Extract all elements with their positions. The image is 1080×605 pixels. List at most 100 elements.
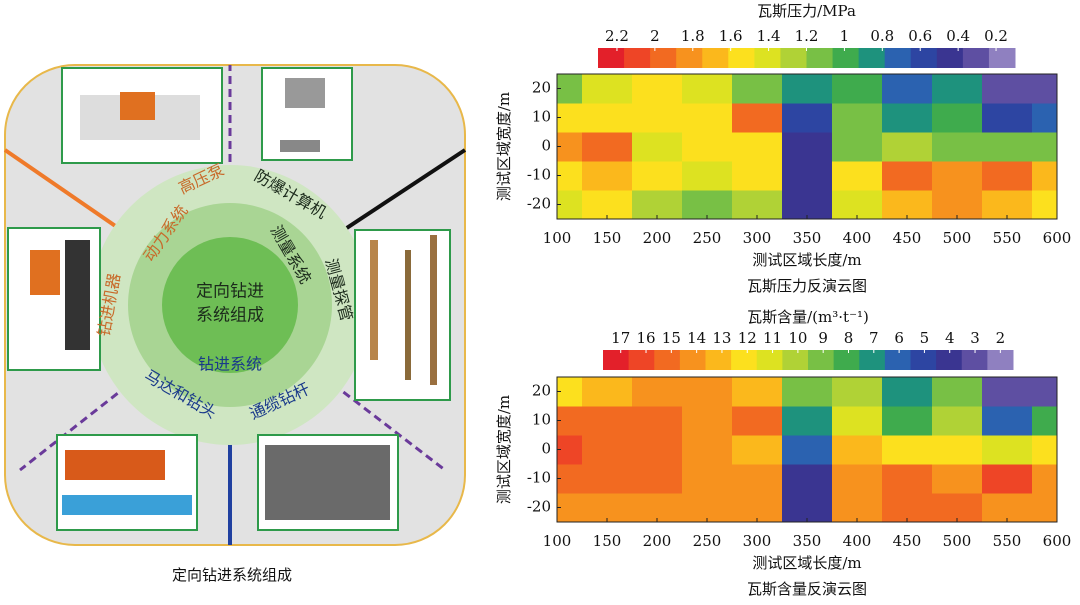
contour-cell	[932, 406, 983, 436]
x-tick-label: 250	[693, 532, 722, 550]
colorbar-swatch	[859, 350, 886, 370]
colorbar-swatch	[754, 48, 781, 68]
photo-probe	[405, 250, 411, 380]
contour-cell	[632, 406, 683, 436]
contour-cell	[682, 190, 733, 219]
diagram: 高压泵 动力系统 防爆计算机 测量系统 钻进系统 马达和钻头 通缆钻杆 测量探管…	[3, 64, 467, 584]
colorbar-tick-label: 0.8	[870, 27, 894, 45]
contour-cell	[557, 74, 583, 104]
y-axis-label: 测试区域宽度/m	[495, 395, 513, 504]
contour-cell	[932, 493, 983, 522]
colorbar-tick-label: 1.6	[719, 27, 743, 45]
contour-cell	[882, 132, 933, 162]
colorbar-swatch	[910, 48, 938, 68]
photo-drill-rig	[65, 240, 90, 350]
contour-cell	[782, 132, 833, 162]
colorbar-swatch	[858, 48, 886, 68]
photo-drill-pipe	[265, 445, 390, 520]
x-tick-label: 350	[793, 229, 822, 247]
heatmap	[557, 74, 1057, 219]
colorbar-swatch	[961, 350, 988, 370]
colorbar-tick-label: 17	[611, 329, 630, 347]
y-tick-label: 20	[532, 79, 551, 97]
contour-cell	[582, 464, 633, 494]
contour-cell	[582, 190, 633, 219]
contour-cell	[982, 377, 1033, 407]
contour-cell	[582, 406, 633, 436]
colorbar-tick-label: 1.8	[681, 27, 705, 45]
colorbar-tick-label: 7	[869, 329, 879, 347]
contour-cell	[1032, 103, 1057, 133]
colorbar-tick-label: 8	[844, 329, 854, 347]
contour-cell	[782, 435, 833, 465]
x-tick-label: 150	[593, 532, 622, 550]
colorbar-swatch	[780, 48, 807, 68]
contour-cell	[732, 74, 783, 104]
colorbar-swatch	[628, 350, 655, 370]
colorbar-tick-label: 2.2	[605, 27, 629, 45]
colorbar-tick-label: 3	[970, 329, 980, 347]
y-tick-label: -20	[527, 498, 551, 516]
contour-cell	[882, 377, 933, 407]
x-tick-label: 150	[593, 229, 622, 247]
colorbar-tick-label: 2	[650, 27, 660, 45]
contour-cell	[832, 406, 883, 436]
colorbar-tick-label: 6	[894, 329, 904, 347]
x-tick-label: 100	[543, 532, 572, 550]
contour-cell	[632, 161, 683, 191]
colorbar-tick-label: 10	[788, 329, 807, 347]
contour-cell	[782, 161, 833, 191]
contour-cell	[1032, 435, 1057, 465]
contour-cell	[882, 74, 933, 104]
contour-cell	[582, 74, 633, 104]
colorbar-tick-label: 14	[687, 329, 706, 347]
x-tick-label: 250	[693, 229, 722, 247]
y-tick-label: 10	[532, 108, 551, 126]
contour-cell	[1032, 406, 1057, 436]
contour-cell	[732, 132, 783, 162]
contour-cell	[557, 406, 583, 436]
colorbar-swatch	[654, 350, 681, 370]
x-tick-label: 550	[993, 229, 1022, 247]
colorbar-tick-label: 1.4	[757, 27, 781, 45]
contour-cell	[682, 435, 733, 465]
colorbar-title: 瓦斯含量/(m³·t⁻¹)	[747, 308, 869, 326]
contour-cell	[632, 464, 683, 494]
colorbar-tick-label: 1.2	[795, 27, 819, 45]
contour-cell	[932, 132, 983, 162]
colorbar-swatch	[650, 48, 677, 68]
contour-cell	[982, 493, 1033, 522]
contour-cell	[682, 464, 733, 494]
x-tick-label: 600	[1043, 532, 1072, 550]
contour-cell	[732, 493, 783, 522]
y-tick-label: -20	[527, 195, 551, 213]
contour-cell	[882, 103, 933, 133]
y-axis-label: 测试区域宽度/m	[495, 92, 513, 201]
colorbar-swatch	[832, 48, 860, 68]
contour-cell	[982, 406, 1033, 436]
photo-computer	[285, 78, 325, 108]
x-tick-label: 100	[543, 229, 572, 247]
colorbar-swatch	[808, 350, 835, 370]
contour-cell	[682, 161, 733, 191]
photo-drill-rig	[30, 250, 60, 295]
colorbar-swatch	[988, 48, 1016, 68]
contour-cell	[932, 464, 983, 494]
contour-cell	[832, 464, 883, 494]
x-tick-label: 300	[743, 229, 772, 247]
contour-cell	[832, 103, 883, 133]
contour-cell	[832, 190, 883, 219]
segment-label: 钻进系统	[198, 355, 262, 374]
photo-motor	[62, 495, 192, 515]
contour-cell	[1032, 161, 1057, 191]
colorbar-swatch	[702, 48, 729, 68]
contour-cell	[732, 190, 783, 219]
contour-cell	[582, 132, 633, 162]
contour-cell	[682, 493, 733, 522]
contour-cell	[632, 190, 683, 219]
contour-cell	[932, 161, 983, 191]
contour-cell	[832, 493, 883, 522]
colorbar-tick-label: 2	[996, 329, 1006, 347]
contour-cell	[732, 406, 783, 436]
colorbar-swatch	[603, 350, 630, 370]
